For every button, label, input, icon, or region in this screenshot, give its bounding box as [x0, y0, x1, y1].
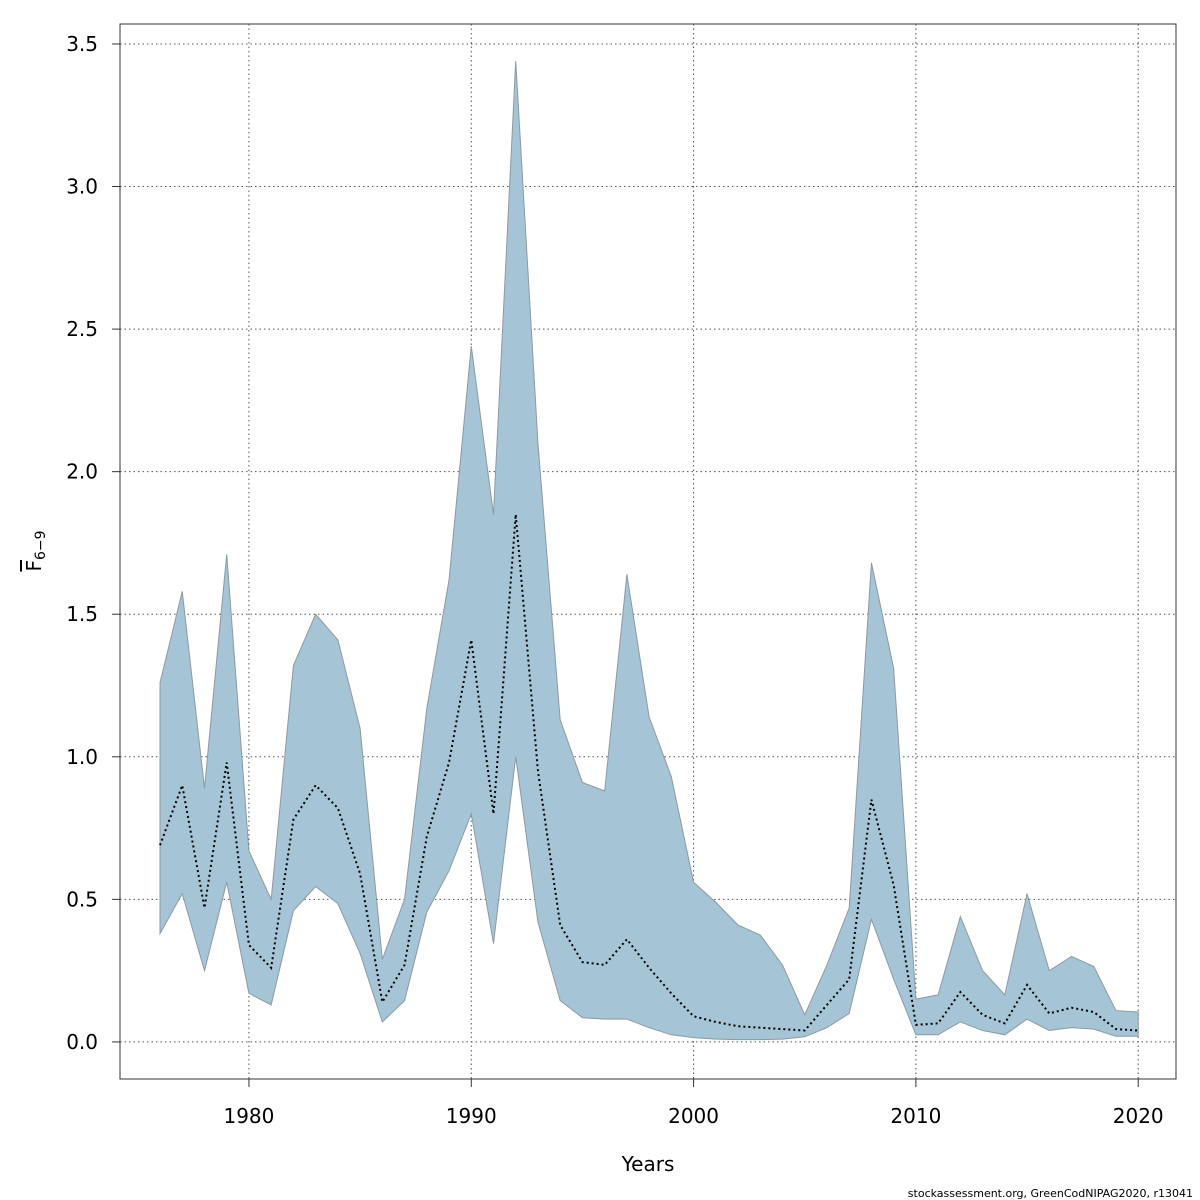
axes: 1980 1990 2000 2010 2020 0.0 0.5 1.0 1.5 2.0 2.5 3.… [66, 32, 1163, 1128]
x-axis-title: Years [621, 1152, 675, 1176]
y-tick-label: 1.0 [66, 745, 98, 769]
y-tick-label: 3.5 [66, 32, 98, 56]
x-tick-label: 2020 [1113, 1104, 1164, 1128]
y-axis-title-subscript: 6−9 [33, 530, 49, 560]
y-tick-label: 2.5 [66, 317, 98, 341]
plot-frame [119, 23, 1177, 1080]
y-axis-title: F6−9 [22, 530, 49, 571]
y-axis-title-main: F [22, 560, 46, 572]
y-tick-label: 0.0 [66, 1030, 98, 1054]
y-tick-label: 0.5 [66, 887, 98, 911]
confidence-band [159, 61, 1139, 1041]
y-tick-label: 1.5 [66, 602, 98, 626]
y-tick-label: 3.0 [66, 175, 98, 199]
x-tick-label: 1980 [223, 1104, 274, 1128]
svg-text:F6−9: F6−9 [22, 530, 49, 571]
footer-credit: stockassessment.org, GreenCodNIPAG2020, … [908, 1187, 1193, 1200]
x-tick-label: 1990 [446, 1104, 497, 1128]
y-tick-label: 2.0 [66, 460, 98, 484]
x-tick-label: 2000 [668, 1104, 719, 1128]
x-tick-label: 2010 [890, 1104, 941, 1128]
